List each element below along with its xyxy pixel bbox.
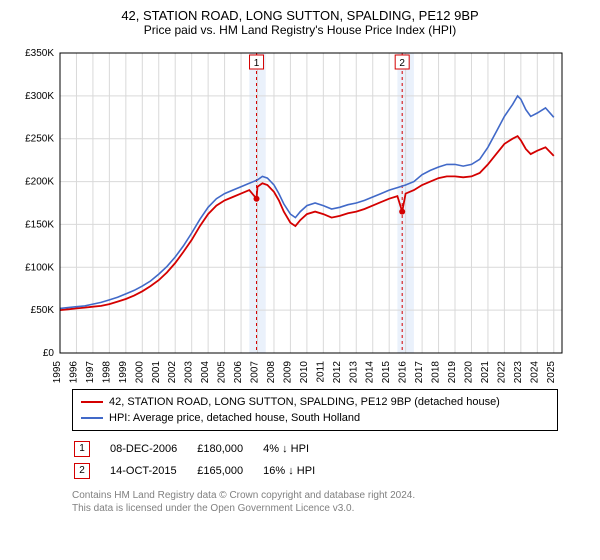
svg-text:2002: 2002 xyxy=(167,361,178,383)
svg-text:2016: 2016 xyxy=(398,361,409,383)
svg-text:2006: 2006 xyxy=(233,361,244,383)
svg-text:2012: 2012 xyxy=(332,361,343,383)
sale-row-1: 1 08-DEC-2006 £180,000 4% ↓ HPI xyxy=(74,439,333,459)
legend-row-1: 42, STATION ROAD, LONG SUTTON, SPALDING,… xyxy=(81,394,549,410)
svg-text:2019: 2019 xyxy=(447,361,458,383)
svg-text:2022: 2022 xyxy=(496,361,507,383)
svg-text:1998: 1998 xyxy=(101,361,112,383)
legend-swatch-2 xyxy=(81,417,103,419)
svg-text:2: 2 xyxy=(399,58,405,69)
svg-text:2021: 2021 xyxy=(480,361,491,383)
legend-swatch-1 xyxy=(81,401,103,403)
svg-text:1996: 1996 xyxy=(68,361,79,383)
sale-marker-1: 1 xyxy=(74,441,90,457)
sale-date-1: 08-DEC-2006 xyxy=(110,439,195,459)
svg-text:2001: 2001 xyxy=(151,361,162,383)
svg-text:2004: 2004 xyxy=(200,361,211,383)
footer-line-1: Contains HM Land Registry data © Crown c… xyxy=(72,489,558,502)
svg-text:2000: 2000 xyxy=(134,361,145,383)
svg-text:£150K: £150K xyxy=(25,219,54,230)
sale-marker-2: 2 xyxy=(74,463,90,479)
footer: Contains HM Land Registry data © Crown c… xyxy=(72,489,558,515)
svg-text:£50K: £50K xyxy=(31,305,55,316)
title-line-2: Price paid vs. HM Land Registry's House … xyxy=(12,23,588,37)
svg-text:£300K: £300K xyxy=(25,91,54,102)
legend: 42, STATION ROAD, LONG SUTTON, SPALDING,… xyxy=(72,389,558,431)
chart-area: £0 £50K £100K £150K £200K £250K £300K £350K 1995… xyxy=(12,43,588,383)
sales-table: 1 08-DEC-2006 £180,000 4% ↓ HPI 2 14-OCT… xyxy=(72,437,335,483)
svg-text:1999: 1999 xyxy=(118,361,129,383)
legend-row-2: HPI: Average price, detached house, Sout… xyxy=(81,410,549,426)
sale-price-1: £180,000 xyxy=(197,439,261,459)
svg-text:£350K: £350K xyxy=(25,48,54,59)
svg-text:2014: 2014 xyxy=(365,361,376,383)
svg-text:2008: 2008 xyxy=(266,361,277,383)
line-chart-svg: £0 £50K £100K £150K £200K £250K £300K £350K 1995… xyxy=(12,43,572,383)
svg-text:1: 1 xyxy=(254,58,260,69)
svg-text:1995: 1995 xyxy=(52,361,63,383)
legend-label-2: HPI: Average price, detached house, Sout… xyxy=(109,410,360,426)
svg-text:1997: 1997 xyxy=(85,361,96,383)
svg-text:2011: 2011 xyxy=(315,361,326,383)
svg-text:2020: 2020 xyxy=(463,361,474,383)
title-line-1: 42, STATION ROAD, LONG SUTTON, SPALDING,… xyxy=(12,8,588,23)
sale-delta-2: 16% ↓ HPI xyxy=(263,461,333,481)
svg-text:£200K: £200K xyxy=(25,177,54,188)
svg-text:2024: 2024 xyxy=(529,361,540,383)
svg-text:2023: 2023 xyxy=(513,361,524,383)
svg-text:£0: £0 xyxy=(43,348,55,359)
legend-label-1: 42, STATION ROAD, LONG SUTTON, SPALDING,… xyxy=(109,394,500,410)
svg-text:2010: 2010 xyxy=(299,361,310,383)
sale-row-2: 2 14-OCT-2015 £165,000 16% ↓ HPI xyxy=(74,461,333,481)
svg-text:2007: 2007 xyxy=(250,361,261,383)
sale-delta-1: 4% ↓ HPI xyxy=(263,439,333,459)
svg-text:2009: 2009 xyxy=(282,361,293,383)
svg-text:2013: 2013 xyxy=(348,361,359,383)
svg-text:2025: 2025 xyxy=(546,361,557,383)
svg-text:£100K: £100K xyxy=(25,262,54,273)
sale-date-2: 14-OCT-2015 xyxy=(110,461,195,481)
footer-line-2: This data is licensed under the Open Gov… xyxy=(72,502,558,515)
svg-text:2005: 2005 xyxy=(217,361,228,383)
sale-price-2: £165,000 xyxy=(197,461,261,481)
svg-text:2015: 2015 xyxy=(381,361,392,383)
svg-text:2018: 2018 xyxy=(431,361,442,383)
svg-text:2003: 2003 xyxy=(184,361,195,383)
svg-text:£250K: £250K xyxy=(25,134,54,145)
chart-container: 42, STATION ROAD, LONG SUTTON, SPALDING,… xyxy=(0,0,600,523)
svg-text:2017: 2017 xyxy=(414,361,425,383)
